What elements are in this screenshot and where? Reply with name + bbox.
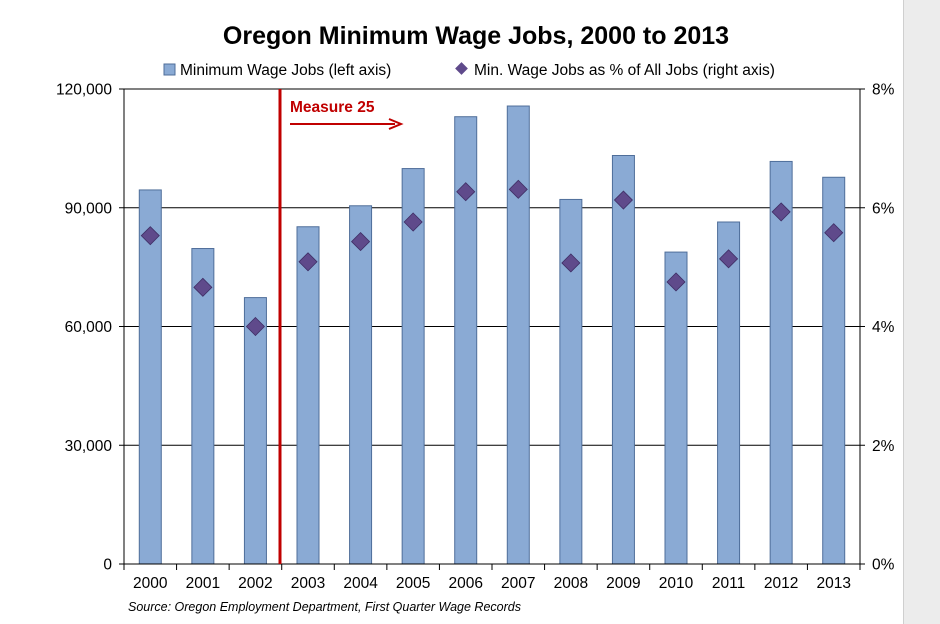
chart-title: Oregon Minimum Wage Jobs, 2000 to 2013 xyxy=(223,22,729,50)
left-tick-label: 0 xyxy=(103,557,112,574)
measure-label: Measure 25 xyxy=(290,99,375,116)
x-tick-label: 2004 xyxy=(343,575,378,592)
marker-2006 xyxy=(456,182,476,202)
marker-2003 xyxy=(298,252,318,272)
x-tick-label: 2001 xyxy=(186,575,220,592)
legend-diamond-label: Min. Wage Jobs as % of All Jobs (right a… xyxy=(474,62,775,79)
left-tick-label: 90,000 xyxy=(65,200,113,217)
marker-2005 xyxy=(403,212,423,232)
legend-diamond-swatch xyxy=(455,62,468,75)
left-tick-label: 60,000 xyxy=(65,319,113,336)
marker-2010 xyxy=(666,272,686,292)
right-tick-label: 6% xyxy=(872,200,895,217)
x-tick-label: 2011 xyxy=(712,575,745,592)
marker-2001 xyxy=(193,277,213,297)
legend: Minimum Wage Jobs (left axis) Min. Wage … xyxy=(163,62,775,79)
bar-2002 xyxy=(243,297,267,565)
source-note: Source: Oregon Employment Department, Fi… xyxy=(128,600,521,614)
x-tick-label: 2000 xyxy=(133,575,168,592)
legend-bar-label: Minimum Wage Jobs (left axis) xyxy=(180,62,391,79)
x-tick-label: 2003 xyxy=(291,575,325,592)
x-tick-label: 2007 xyxy=(501,575,535,592)
marker-2013 xyxy=(824,223,844,243)
right-axis-ticks: 0% 2% 4% 6% 8% xyxy=(860,82,895,574)
marker-2007 xyxy=(508,179,528,199)
right-tick-label: 0% xyxy=(872,557,895,574)
x-tick-label: 2008 xyxy=(554,575,588,592)
x-tick-label: 2013 xyxy=(816,575,850,592)
bar-2009 xyxy=(611,155,635,565)
left-tick-label: 30,000 xyxy=(65,438,113,455)
bar-2012 xyxy=(769,160,793,565)
gridlines xyxy=(124,88,860,446)
measure-annotation: Measure 25 xyxy=(278,89,404,564)
right-tick-label: 8% xyxy=(872,82,895,99)
x-tick-label: 2002 xyxy=(238,575,272,592)
x-tick-label: 2010 xyxy=(659,575,694,592)
bar-series xyxy=(138,105,846,565)
x-axis-ticks: 2000 2001 2002 2003 2004 2005 2006 2007 2008 2009… xyxy=(123,564,861,592)
bar-2007 xyxy=(506,105,530,565)
marker-series xyxy=(140,179,844,337)
measure-arrow-head xyxy=(388,118,404,130)
x-tick-label: 2006 xyxy=(448,575,482,592)
left-tick-label: 120,000 xyxy=(56,82,112,99)
x-tick-label: 2005 xyxy=(396,575,430,592)
bar-2003 xyxy=(296,226,320,565)
marker-2000 xyxy=(140,226,160,246)
bar-2010 xyxy=(664,251,688,565)
marker-2002 xyxy=(245,316,265,337)
x-tick-label: 2012 xyxy=(764,575,798,592)
marker-2012 xyxy=(771,202,791,222)
legend-bar-swatch xyxy=(163,63,176,76)
left-axis-ticks: 0 30,000 60,000 90,000 120,000 xyxy=(56,82,124,574)
right-tick-label: 4% xyxy=(872,319,895,336)
bar-2011 xyxy=(717,221,741,565)
marker-2008 xyxy=(561,253,581,273)
marker-2011 xyxy=(719,249,739,269)
marker-2004 xyxy=(351,232,371,252)
bar-2000 xyxy=(138,189,162,565)
bar-2004 xyxy=(349,205,373,565)
marker-2009 xyxy=(613,190,633,210)
right-tick-label: 2% xyxy=(872,438,895,455)
x-tick-label: 2009 xyxy=(606,575,640,592)
page-edge-strip xyxy=(903,0,940,624)
